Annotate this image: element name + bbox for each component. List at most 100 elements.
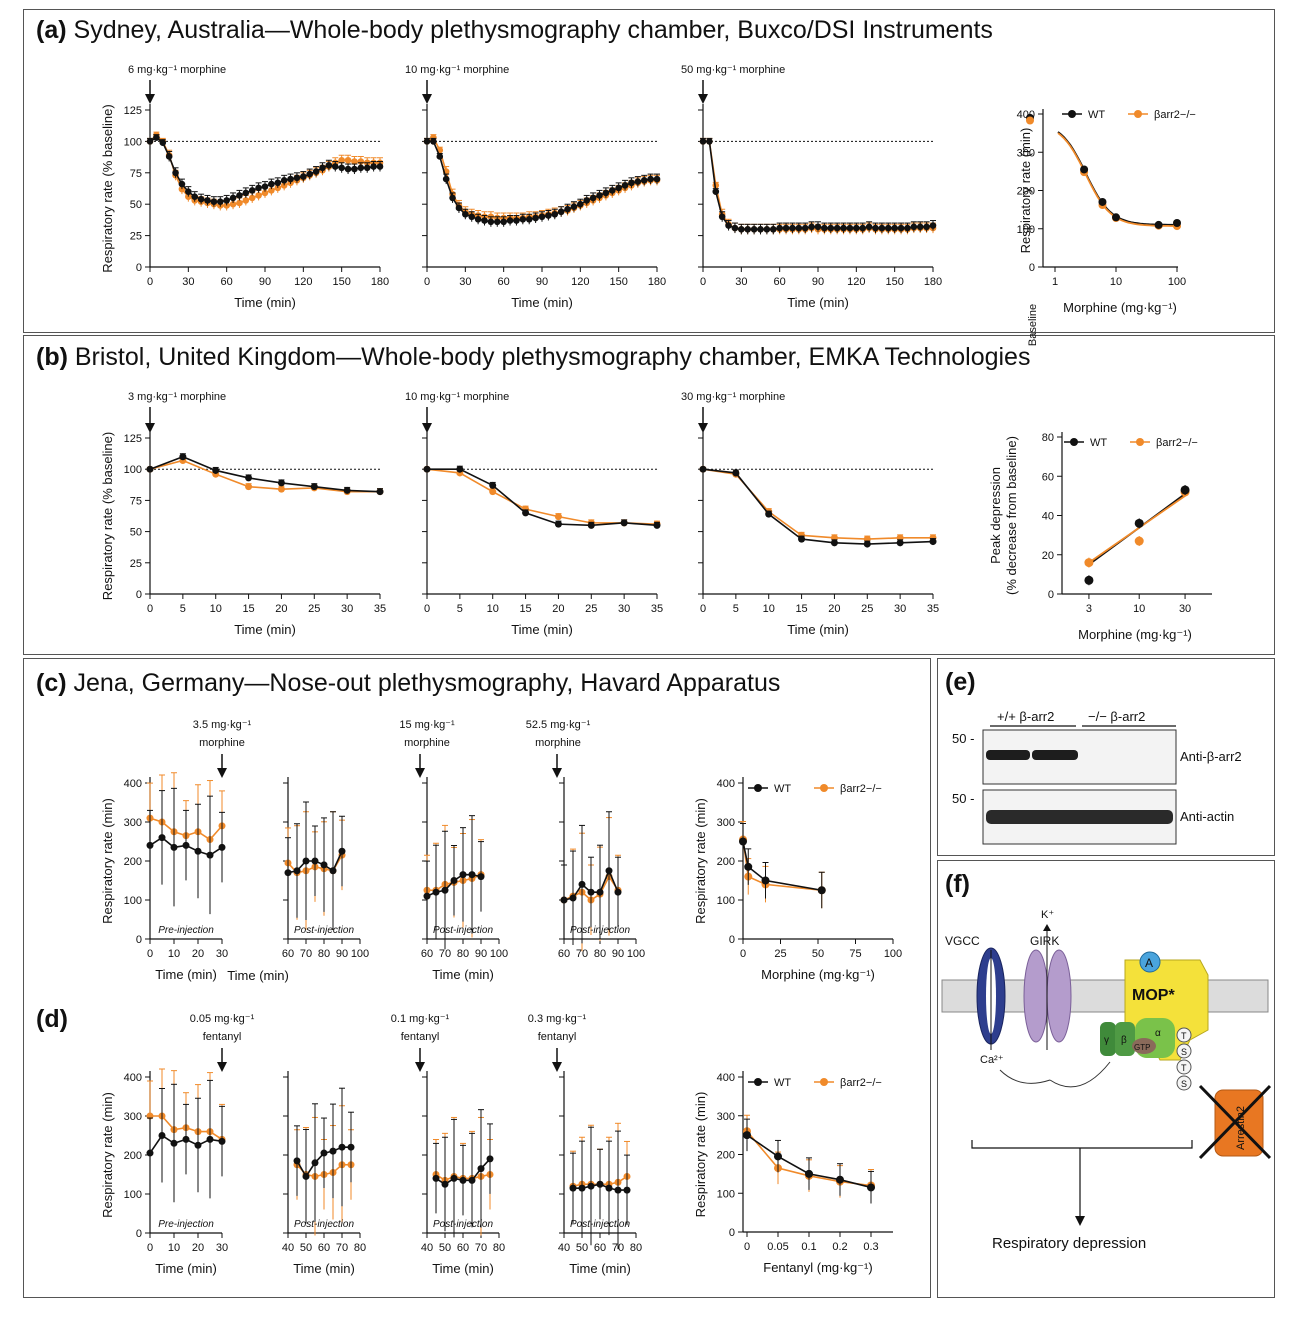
cd-dose-drug-5: fentanyl: [538, 1031, 577, 1043]
b2-x-label: Time (min): [511, 622, 573, 637]
b1-xtick-label: 35: [374, 603, 386, 615]
b3-xtick-label: 35: [927, 603, 939, 615]
d5-legend-ko-marker: [820, 1078, 828, 1086]
c2-point-0: [302, 857, 310, 865]
b3-injection-arrow-head: [698, 423, 708, 433]
a2-point-0: [430, 138, 437, 145]
a1-point-0: [236, 192, 243, 199]
cd-dose-drug-3: fentanyl: [203, 1031, 242, 1043]
blot-label2: Anti-actin: [1180, 809, 1234, 824]
b4-point-0: [1084, 575, 1094, 585]
a1-ytick-label: 125: [124, 105, 142, 117]
d5-x-label: Fentanyl (mg·kg⁻¹): [763, 1260, 872, 1275]
b1-ytick-label: 75: [130, 495, 142, 507]
d3-x-label: Time (min): [432, 1261, 494, 1276]
a1-point-0: [146, 138, 154, 145]
d3-point-0: [486, 1155, 494, 1163]
gtp-icon: [1132, 1038, 1156, 1054]
c4-injection-arrow-head: [552, 768, 562, 778]
d5-point-0: [743, 1131, 751, 1140]
c2-xtick-label: 90: [336, 948, 348, 960]
b4-ytick-label: 40: [1042, 511, 1054, 523]
c1-ytick-label: 400: [124, 778, 142, 790]
a3-point-0: [827, 224, 835, 232]
d2-point-0: [320, 1149, 328, 1157]
d4-point-0: [614, 1186, 622, 1194]
a3-point-0: [897, 224, 905, 232]
a3-xtick-label: 60: [774, 276, 786, 288]
b3-xtick-label: 5: [733, 603, 739, 615]
a3-point-0: [801, 224, 809, 232]
b3-xtick-label: 15: [795, 603, 807, 615]
panel-e-title: (e): [945, 668, 976, 696]
c4-point-0: [569, 894, 577, 902]
b1-xtick-label: 20: [275, 603, 287, 615]
b2-xtick-label: 20: [552, 603, 564, 615]
a1-point-1: [274, 184, 282, 192]
a1-point-0: [242, 189, 250, 197]
a1-xtick-label: 60: [221, 276, 233, 288]
a3-point-0: [757, 226, 764, 233]
c5-point-0: [739, 837, 747, 846]
d4-injection-arrow-head: [552, 1062, 562, 1072]
a1-point-0: [293, 174, 301, 182]
a1-point-1: [236, 199, 243, 207]
a2-point-0: [442, 175, 450, 183]
cd-dose-0: 3.5 mg·kg⁻¹: [193, 719, 252, 731]
a3-injection-arrow-head: [698, 94, 708, 104]
a3-point-0: [706, 138, 713, 145]
d1-ytick-label: 0: [136, 1228, 142, 1240]
b2-xtick-label: 25: [585, 603, 597, 615]
d3-xtick-label: 60: [457, 1242, 469, 1254]
d1-point-0: [218, 1137, 226, 1145]
g-gamma-label: γ: [1104, 1035, 1109, 1046]
b1-injection-arrow-head: [145, 423, 155, 433]
c4-point-0: [605, 867, 613, 875]
b2-point-0: [587, 521, 595, 529]
a1-point-1: [280, 182, 288, 189]
a4-xtick-label: 100: [1168, 276, 1186, 288]
a1-point-0: [255, 184, 262, 192]
a3-point-0: [846, 224, 854, 232]
signal-arrow-1: [1049, 1061, 1111, 1088]
cd-dose-drug-2: morphine: [535, 737, 581, 749]
d2-xtick-label: 70: [336, 1242, 348, 1254]
a1-point-1: [178, 185, 186, 193]
a2-point-0: [538, 213, 546, 221]
a1-point-0: [376, 163, 384, 170]
d3-point-0: [459, 1176, 467, 1184]
a2-point-0: [519, 215, 527, 223]
b4-legend-ko-marker: [1136, 438, 1144, 446]
a1-point-0: [191, 193, 199, 200]
c4-xtick-label: 60: [558, 948, 570, 960]
girk-channel-icon: [1023, 949, 1049, 1043]
d3-xtick-label: 70: [475, 1242, 487, 1254]
d5-point-0: [805, 1169, 813, 1178]
b3-dose-label: 30 mg·kg⁻¹ morphine: [681, 391, 785, 403]
a4-point-0: [1112, 213, 1120, 222]
b1-point-0: [179, 453, 187, 461]
d2-point-0: [302, 1172, 310, 1180]
a3-point-0: [744, 226, 752, 233]
a2-x-label: Time (min): [511, 295, 573, 310]
d2-xtick-label: 40: [282, 1242, 294, 1254]
c1-point-0: [218, 843, 226, 851]
c5-legend-wt-marker: [754, 784, 762, 792]
a2-point-0: [423, 138, 431, 145]
a2-xtick-label: 60: [498, 276, 510, 288]
a1-point-0: [197, 195, 205, 203]
c4-point-0: [596, 888, 604, 896]
a2-point-0: [455, 204, 463, 212]
d3-note: Post-injection: [433, 1219, 493, 1230]
b3-x-label: Time (min): [787, 622, 849, 637]
c1-ytick-label: 0: [136, 934, 142, 946]
b1-ytick-label: 25: [130, 558, 142, 570]
a1-y-label: Respiratory rate (% baseline): [100, 104, 115, 272]
g-alpha-label: α: [1155, 1028, 1161, 1039]
a1-point-0: [223, 197, 230, 204]
b4-ytick-label: 20: [1042, 550, 1054, 562]
b1-x-label: Time (min): [234, 622, 296, 637]
c2-point-0: [293, 867, 301, 875]
b3-point-0: [765, 510, 773, 518]
